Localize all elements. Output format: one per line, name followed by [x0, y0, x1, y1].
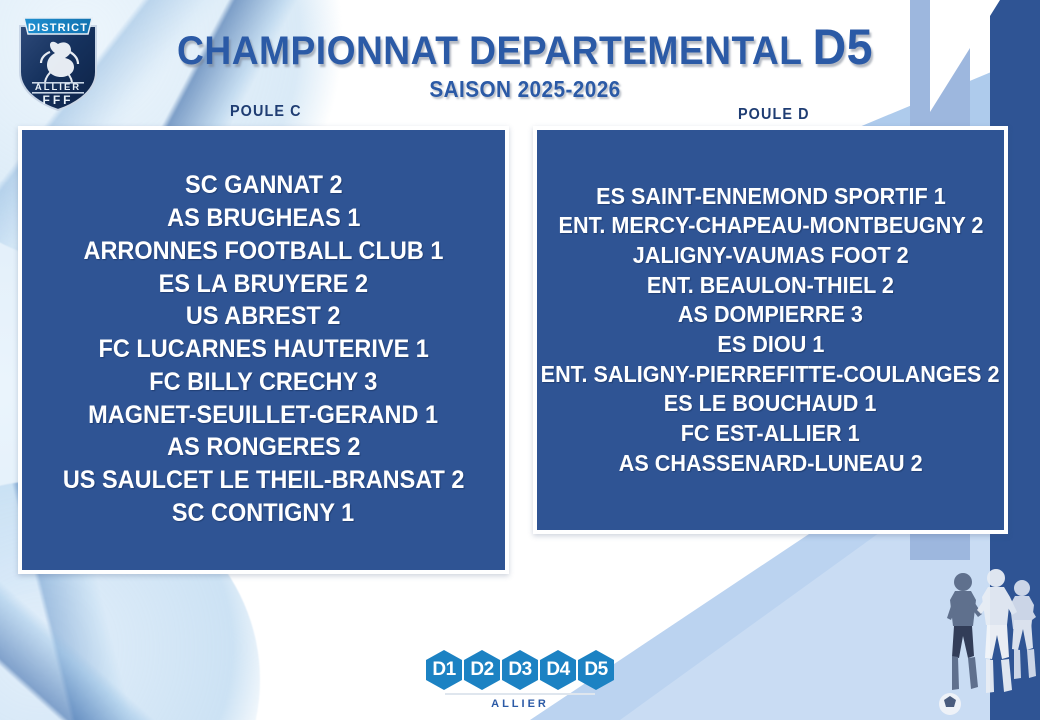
team-item: FC LUCARNES HAUTERIVE 1 [98, 335, 429, 364]
team-item: US ABREST 2 [186, 302, 341, 331]
team-item: FC EST-ALLIER 1 [681, 420, 860, 447]
team-item: SC CONTIGNY 1 [172, 498, 355, 527]
team-item: ES LE BOUCHAUD 1 [664, 390, 877, 417]
team-item: AS BRUGHEAS 1 [166, 204, 361, 233]
svg-text:FFF: FFF [43, 93, 74, 107]
division-badge-d3: D3 [502, 650, 538, 690]
team-item: ENT. MERCY-CHAPEAU-MONTBEUGNY 2 [558, 212, 983, 239]
district-shield-icon: DISTRICT ALLIER FFF [19, 17, 97, 112]
poule-d-panel: ES SAINT-ENNEMOND SPORTIF 1 ENT. MERCY-C… [533, 126, 1008, 534]
divisions-logo-rule [445, 693, 595, 695]
team-item: ENT. SALIGNY-PIERREFITTE-COULANGES 2 [541, 360, 1000, 387]
division-badge-d2: D2 [464, 650, 500, 690]
team-item: ARRONNES FOOTBALL CLUB 1 [83, 236, 444, 265]
svg-text:DISTRICT: DISTRICT [28, 22, 88, 34]
divisions-hex-row: D1 D2 D3 D4 D5 [424, 650, 616, 690]
title-division: D5 [812, 19, 873, 75]
divisions-logo-caption: ALLIER [491, 698, 549, 710]
team-item: AS CHASSENARD-LUNEAU 2 [618, 449, 923, 476]
team-item: SC GANNAT 2 [184, 171, 343, 200]
division-badge-d5: D5 [578, 650, 614, 690]
team-item: JALIGNY-VAUMAS FOOT 2 [632, 241, 909, 268]
team-item: ES LA BRUYERE 2 [158, 269, 369, 298]
players-icon [939, 569, 1036, 715]
team-item: AS DOMPIERRE 3 [677, 301, 864, 328]
svg-text:ALLIER: ALLIER [35, 82, 81, 93]
district-allier-logo: DISTRICT ALLIER FFF [12, 8, 104, 112]
poule-d-label: POULE D [738, 106, 810, 123]
season-subtitle: SAISON 2025-2026 [429, 76, 621, 102]
team-item: ES DIOU 1 [717, 331, 824, 357]
team-item: MAGNET-SEUILLET-GERAND 1 [88, 400, 439, 429]
soccer-players-photo [930, 560, 1040, 720]
divisions-logo: D1 D2 D3 D4 D5 ALLIER [424, 650, 616, 710]
team-item: FC BILLY CRECHY 3 [149, 367, 378, 396]
team-item: ENT. BEAULON-THIEL 2 [646, 271, 895, 298]
poule-c-label: POULE C [230, 103, 302, 120]
team-item: AS RONGERES 2 [166, 433, 361, 462]
division-badge-d1: D1 [426, 650, 462, 690]
poule-c-panel: SC GANNAT 2 AS BRUGHEAS 1 ARRONNES FOOTB… [18, 126, 509, 574]
title-main: CHAMPIONNAT DEPARTEMENTAL [177, 29, 813, 73]
division-badge-d4: D4 [540, 650, 576, 690]
team-item: ES SAINT-ENNEMOND SPORTIF 1 [595, 182, 946, 209]
page-title: CHAMPIONNAT DEPARTEMENTAL D5 [139, 18, 911, 76]
team-item: US SAULCET LE THEIL-BRANSAT 2 [62, 466, 465, 495]
